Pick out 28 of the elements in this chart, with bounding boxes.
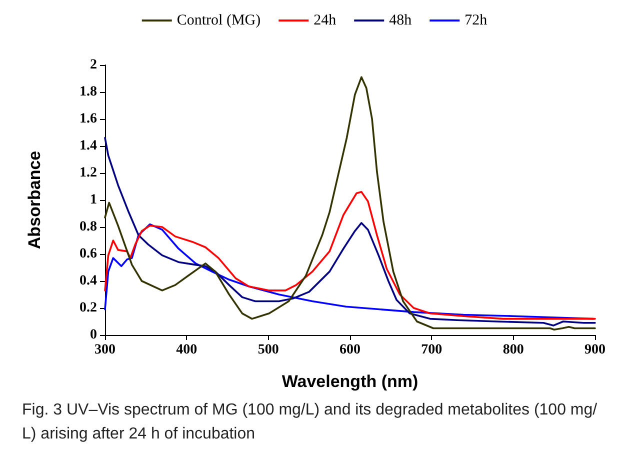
legend-label: Control (MG) [176,12,261,28]
x-tick-label: 600 [340,342,360,358]
y-tick-label: 1.2 [80,166,97,180]
y-tick-label: 0.4 [80,274,97,288]
caption: Fig. 3 UV–Vis spectrum of MG (100 mg/L) and its degraded metabolites (100 mg/L) arising after 24 h of incubation [22,402,598,442]
y-tick-label: 2 [90,58,97,72]
y-tick-label: 1.4 [80,138,97,154]
x-tick-label: 700 [421,342,442,358]
y-tick-label: 0.8 [80,220,97,234]
x-axis-title: Wavelength (nm) [282,372,418,391]
x-tick-label: 400 [176,342,198,358]
line-series [104,137,596,326]
y-tick-label: 1 [90,192,97,208]
x-tick-label: 500 [258,342,279,358]
x-tick-label: 800 [502,342,524,358]
y-axis-title: Absorbance [25,150,44,250]
y-tick-label: 0.6 [80,246,97,262]
y-tick-label: 0.2 [80,300,97,316]
x-tick-label: 300 [94,342,116,358]
y-tick-label: 0 [90,328,97,342]
legend-label: 24h [314,12,337,28]
y-tick-label: 1.6 [80,112,97,126]
x-tick-label: 900 [584,342,606,358]
legend-label: 48h [389,12,412,28]
line-series [104,191,596,320]
line-series [104,76,596,330]
y-tick-label: 1.8 [80,84,97,100]
legend-label: 72h [464,12,488,28]
